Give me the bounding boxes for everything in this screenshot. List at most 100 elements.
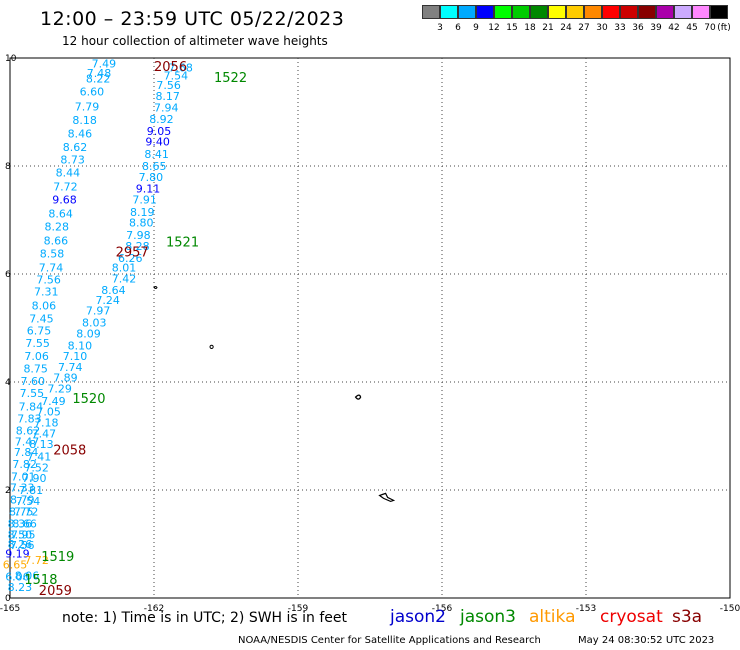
pass-label: 1522	[214, 71, 247, 86]
scale-swatch	[566, 5, 584, 19]
wave-height-reading: 7.95	[11, 528, 36, 541]
scale-label: 45	[686, 23, 698, 33]
wave-height-reading: 8.62	[63, 141, 88, 154]
wave-height-reading: 7.49	[92, 57, 117, 70]
wave-height-reading: 8.79	[10, 494, 35, 507]
wave-height-reading: 8.10	[68, 339, 93, 352]
wave-height-reading: 9.19	[5, 548, 30, 561]
wave-height-reading: 8.23	[8, 581, 32, 594]
pass-label: 2957	[116, 245, 149, 260]
y-tick-label: 0	[5, 594, 11, 604]
wave-height-reading: 8.28	[125, 240, 150, 253]
pass-label: 2059	[39, 584, 72, 599]
wave-height-reading: 7.84	[14, 446, 39, 459]
wave-height-reading: 7.42	[112, 272, 137, 285]
map-title: 12:00 – 23:59 UTC 05/22/2023	[40, 8, 345, 30]
pass-label: 1520	[72, 392, 105, 407]
wave-height-reading: 8.66	[44, 235, 69, 248]
wave-height-reading: 8.62	[16, 425, 41, 438]
wave-height-reading: 7.80	[139, 171, 164, 184]
footer-credit: NOAA/NESDIS Center for Satellite Applica…	[238, 635, 541, 646]
wave-height-reading: 7.56	[36, 273, 61, 286]
wave-height-reading: 8.13	[29, 438, 54, 451]
wave-height-reading: 7.68	[168, 62, 193, 75]
satellite-name-s3a: s3a	[672, 607, 703, 627]
wave-height-reading: 8.92	[149, 113, 174, 126]
satellite-name-jason3: jason3	[460, 607, 516, 627]
island-marker	[354, 394, 362, 400]
scale-label: 70	[704, 23, 716, 33]
wave-height-reading: 7.45	[29, 312, 54, 325]
scale-swatch	[530, 5, 548, 19]
wave-height-reading: 7.48	[87, 67, 112, 80]
wave-height-reading: 8.64	[48, 208, 73, 221]
wave-height-reading: 8.26	[8, 538, 32, 551]
wave-height-reading: 7.31	[34, 285, 59, 298]
scale-swatch	[548, 5, 566, 19]
scale-swatch	[710, 5, 728, 19]
wave-height-reading: 9.11	[136, 183, 161, 196]
wave-height-reading: 7.72	[24, 554, 49, 567]
wave-height-reading: 7.81	[19, 484, 44, 497]
wave-height-reading: 8.03	[82, 317, 107, 330]
scale-label: 12	[488, 23, 500, 33]
wave-height-reading: 7.56	[156, 79, 181, 92]
pass-label: 1519	[41, 550, 74, 565]
wave-height-reading: 8.28	[45, 220, 69, 233]
y-tick-label: 4	[5, 378, 11, 388]
wave-height-reading: 7.72	[53, 181, 77, 194]
y-tick-label: 6	[5, 270, 11, 280]
wave-height-reading: 8.50	[8, 528, 32, 541]
wave-height-reading: 7.29	[47, 382, 72, 395]
wave-height-reading: 7.83	[17, 413, 42, 426]
wave-height-reading: 7.84	[19, 400, 44, 413]
scale-label: 6	[455, 23, 461, 33]
scale-swatch	[512, 5, 530, 19]
wave-height-reading: 7.97	[86, 305, 111, 318]
scale-label: 9	[473, 23, 479, 33]
x-tick-label: -150	[720, 604, 740, 614]
scale-label: 30	[596, 23, 608, 33]
wave-height-reading: 7.33	[10, 481, 35, 494]
wave-height-reading: 9.68	[52, 193, 77, 206]
wave-height-reading: 7.47	[32, 427, 56, 440]
wave-height-reading: 7.49	[41, 395, 65, 408]
scale-swatch	[422, 5, 440, 19]
wave-height-reading: 7.60	[21, 375, 45, 388]
wave-height-reading: 6.60	[80, 85, 105, 98]
scale-label: 21	[542, 23, 554, 33]
scale-swatch	[620, 5, 638, 19]
scale-label: 15	[506, 23, 518, 33]
pass-label: 2056	[154, 60, 187, 75]
scale-swatch	[692, 5, 710, 19]
scale-unit: (ft)	[717, 23, 731, 33]
wave-height-reading: 8.06	[32, 299, 56, 312]
x-tick-label: -165	[0, 604, 20, 614]
wave-height-reading: 8.75	[9, 506, 34, 519]
wave-height-reading: 8.64	[101, 284, 126, 297]
wave-height-reading: 7.74	[58, 361, 83, 374]
wave-height-reading: 7.10	[63, 350, 88, 363]
wave-height-reading: 7.54	[16, 495, 41, 508]
wave-height-reading: 7.55	[25, 337, 50, 350]
y-tick-label: 8	[5, 162, 11, 172]
scale-label: 24	[560, 23, 572, 33]
scale-swatch	[584, 5, 602, 19]
scale-label: 33	[614, 23, 626, 33]
wave-height-reading: 7.05	[36, 406, 61, 419]
wave-height-reading: 7.24	[95, 294, 120, 307]
wave-height-reading: 7.18	[34, 417, 59, 430]
wave-height-reading: 7.54	[164, 69, 189, 82]
wave-height-reading: 8.73	[60, 154, 85, 167]
x-tick-label: -159	[288, 604, 309, 614]
scale-label: 36	[632, 23, 644, 33]
wave-height-reading: 7.06	[24, 350, 49, 363]
wave-height-reading: 7.89	[53, 372, 77, 385]
pass-label: 1521	[166, 236, 199, 251]
scale-label: 42	[668, 23, 680, 33]
map-frame	[9, 57, 731, 599]
y-tick-label: 10	[5, 54, 17, 64]
wave-height-reading: 9.40	[145, 136, 170, 149]
satellite-name-cryosat: cryosat	[600, 607, 663, 627]
